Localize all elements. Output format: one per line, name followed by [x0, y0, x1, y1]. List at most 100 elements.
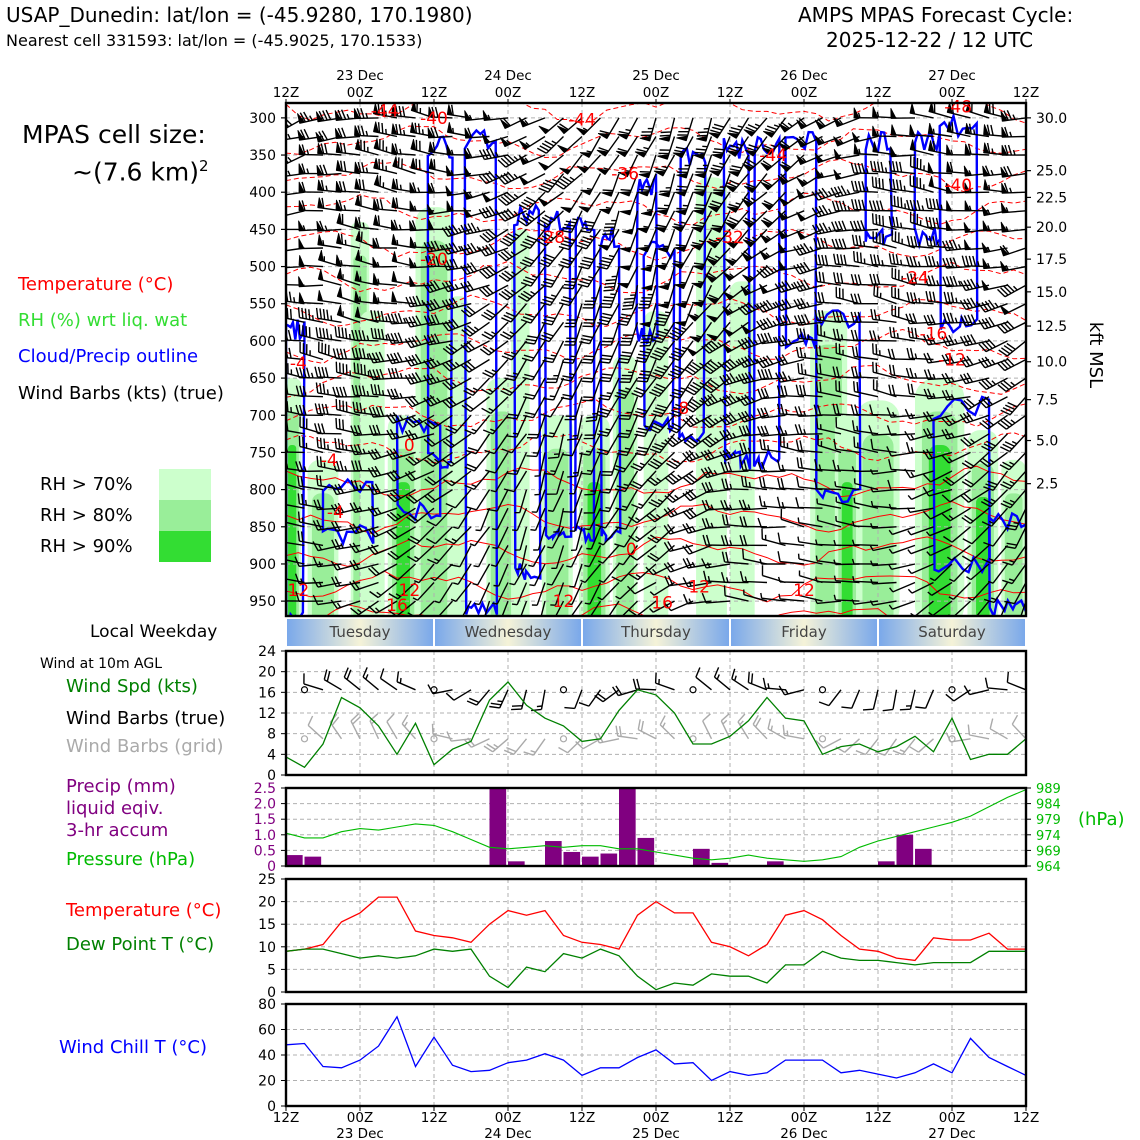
upper-barb-662: [368, 406, 398, 418]
upper-barb-956: [516, 545, 528, 570]
upper-barb-438-staff: [774, 298, 805, 312]
upper-barb-46-staff: [354, 125, 379, 138]
upper-barb-332: [335, 254, 361, 268]
upper-barb-609-staff: [905, 367, 934, 379]
upper-barb-105: [694, 154, 713, 179]
upper-barb-718: [649, 433, 676, 454]
upper-barb-957-staff: [528, 545, 546, 568]
upper-barb-1106: [1020, 600, 1026, 616]
upper-barb-616-staff: [286, 383, 305, 398]
upper-barb-239-staff: [890, 195, 916, 212]
upper-barb-543: [442, 358, 472, 372]
chill-ytick-label-2: 40: [258, 1048, 276, 1064]
upper-barb-654-staff: [978, 396, 1008, 409]
upper-barb-614: [997, 377, 1026, 392]
upper-barb-936: [888, 526, 916, 536]
upper-barb-743-staff: [350, 444, 379, 456]
upper-barb-54-pennant: [500, 137, 511, 148]
upper-barb-1071-staff: [350, 600, 379, 616]
upper-barb-223: [602, 210, 620, 235]
upper-barb-104-staff: [677, 154, 694, 179]
upper-barb-640-staff: [719, 393, 749, 407]
wind-ytick-label-3: 12: [258, 706, 276, 722]
upper-barb-186-pennant: [675, 209, 688, 216]
upper-barb-1083: [589, 600, 602, 616]
upper-barb-791-staff: [490, 470, 509, 493]
upper-barb-183: [619, 191, 639, 216]
upper-barb-913: [469, 526, 491, 547]
upper-barb-305: [596, 247, 620, 270]
sfc-barb-grid-10-staff: [446, 731, 472, 742]
sfc-barb-true-35: [915, 689, 935, 709]
upper-barb-511-staff: [617, 340, 639, 364]
upper-barb-475: [706, 321, 731, 342]
weekday-cell-1: [435, 619, 581, 646]
upper-barb-282-staff: [925, 216, 953, 231]
upper-barb-657-staff: [286, 401, 305, 416]
upper-barb-638-staff: [683, 396, 712, 413]
upper-barb-761-staff: [682, 449, 712, 462]
upper-barb-74-pennant: [872, 125, 879, 137]
upper-barb-396-pennant: [759, 283, 769, 295]
upper-barb-530: [959, 334, 990, 347]
upper-barb-605-staff: [832, 366, 860, 379]
upper-barb-444: [891, 286, 916, 305]
upper-barb-383-staff: [517, 284, 546, 302]
upper-barb-140-pennant: [580, 189, 593, 196]
upper-barb-231-pennant: [742, 219, 754, 228]
upper-barb-126-pennant: [316, 165, 324, 176]
upper-barb-599: [719, 372, 749, 386]
upper-barb-151-pennant: [777, 174, 788, 185]
upper-barb-1055-staff: [815, 576, 842, 584]
upper-barb-825-staff: [350, 479, 379, 491]
upper-barb-134-pennant: [464, 166, 472, 177]
upper-barb-163-pennant: [1000, 166, 1008, 178]
upper-barb-561-staff: [774, 354, 805, 366]
sfc-barb-grid-39: [989, 718, 1008, 740]
upper-barb-685-staff: [794, 406, 823, 417]
upper-barb-695-staff: [979, 414, 1008, 430]
upper-barb-559: [737, 355, 768, 369]
upper-barb-260: [520, 228, 546, 249]
upper-barb-287: [286, 248, 287, 249]
upper-barb-253-pennant: [390, 219, 398, 231]
upper-barb-217-staff: [478, 205, 509, 219]
upper-barb-992: [413, 563, 435, 584]
weekday-strip: Tuesday Wednesday Thursday Friday Saturday: [287, 619, 1025, 646]
upper-barb-220-staff: [536, 210, 564, 229]
upper-barb-995-staff: [472, 563, 491, 586]
upper-barb-1089: [682, 593, 712, 605]
upper-barb-353-pennant: [722, 272, 734, 282]
upper-barb-520: [774, 335, 805, 347]
sfc-barb-grid-40: [1011, 714, 1026, 740]
bottom-hour-label-7: 00Z: [791, 1110, 817, 1126]
upper-barb-767-staff: [795, 439, 823, 454]
upper-barb-787: [404, 470, 435, 482]
upper-barb-63-pennant: [672, 152, 685, 159]
sfc-barb-true-10: [445, 689, 472, 701]
upper-barb-347: [617, 266, 639, 289]
upper-barb-653-staff: [960, 396, 990, 410]
upper-barb-107-pennant: [728, 171, 741, 177]
upper-barb-741: [316, 437, 342, 454]
upper-barb-958: [551, 545, 565, 569]
upper-barb-113-pennant: [833, 148, 842, 160]
upper-barb-939-staff: [943, 526, 971, 543]
upper-barb-75: [890, 124, 916, 138]
upper-barb-451: [286, 322, 287, 324]
upper-barb-822: [297, 475, 324, 491]
upper-barb-220: [536, 210, 564, 229]
upper-barb-14: [518, 117, 546, 128]
upper-barb-1063: [967, 582, 990, 601]
upper-barb-459: [404, 315, 435, 328]
upper-barb-896-staff: [906, 507, 934, 513]
upper-barb-544: [460, 358, 490, 373]
upper-barb-639: [700, 393, 731, 407]
sfc-barb-true-26: [747, 672, 768, 691]
upper-barb-646: [835, 380, 860, 398]
upper-barb-350: [674, 266, 694, 290]
upper-barb-1033: [412, 582, 435, 601]
wind-speed-line: [285, 681, 1027, 769]
upper-barb-535: [299, 342, 324, 361]
hpa-tick-label-6: 600: [249, 334, 276, 350]
